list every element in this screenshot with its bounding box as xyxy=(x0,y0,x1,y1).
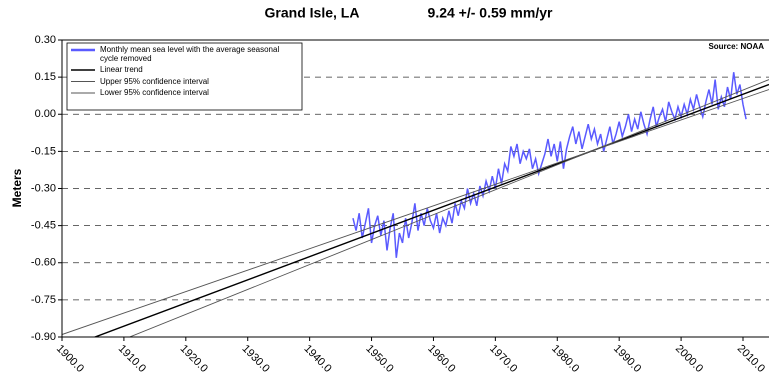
x-tick-label: 1930.0 xyxy=(240,343,272,375)
y-tick-label: -0.15 xyxy=(31,145,56,157)
series-line xyxy=(128,79,769,337)
x-tick-label: 1980.0 xyxy=(549,343,581,375)
source-note: Source: NOAA xyxy=(708,42,764,51)
x-tick-label: 1960.0 xyxy=(425,343,457,375)
series-line xyxy=(93,83,769,337)
legend-label: Lower 95% confidence interval xyxy=(100,88,209,97)
x-tick-label: 1910.0 xyxy=(116,343,148,375)
x-tick-label: 1920.0 xyxy=(178,343,210,375)
y-tick-label: -0.60 xyxy=(31,257,56,269)
y-tick-label: 0.15 xyxy=(35,71,56,83)
series-line xyxy=(62,89,769,335)
y-tick-label: -0.75 xyxy=(31,294,56,306)
chart-title: Grand Isle, LA xyxy=(265,5,360,21)
legend-label-box: Upper 95% confidence interval xyxy=(100,76,209,86)
y-tick-label: -0.30 xyxy=(31,182,56,194)
legend-label-box: Linear trend xyxy=(100,65,143,74)
y-tick-label: -0.45 xyxy=(31,220,56,232)
x-tick-label: 2000.0 xyxy=(673,343,705,375)
x-tick-label: 1990.0 xyxy=(611,343,643,375)
legend-label: Linear trend xyxy=(100,65,143,74)
legend: Monthly mean sea level with the average … xyxy=(66,42,303,111)
y-tick-label: -0.90 xyxy=(31,331,56,343)
legend-label-box: Lower 95% confidence interval xyxy=(100,88,209,97)
plot-area xyxy=(62,72,769,337)
chart-subtitle: 9.24 +/- 0.59 mm/yr xyxy=(428,5,553,21)
x-tick-label: 1970.0 xyxy=(487,343,519,375)
series-line xyxy=(352,72,747,258)
legend-box xyxy=(66,42,303,111)
legend-label-box: Monthly mean sea level with the average … xyxy=(100,45,280,63)
x-tick-label: 1900.0 xyxy=(54,343,86,375)
legend-label: Upper 95% confidence interval xyxy=(100,76,209,86)
legend-label: Monthly mean sea level with the average … xyxy=(100,45,280,63)
y-axis-label: Meters xyxy=(10,168,24,207)
x-tick-label: 2010.0 xyxy=(735,343,767,375)
x-tick-label: 1940.0 xyxy=(301,343,333,375)
x-tick-label: 1950.0 xyxy=(363,343,395,375)
y-tick-label: 0.00 xyxy=(35,108,56,120)
y-tick-label: 0.30 xyxy=(35,34,56,46)
